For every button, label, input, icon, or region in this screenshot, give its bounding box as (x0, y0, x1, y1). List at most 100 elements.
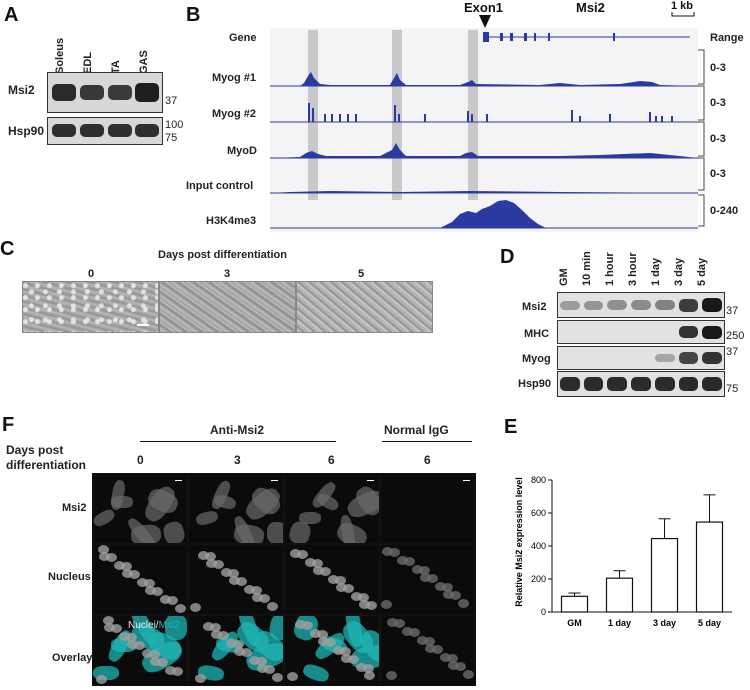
nucleus (256, 657, 267, 666)
genome-browser-svg (270, 12, 705, 232)
nucleus (149, 650, 160, 659)
blot-d-mhc (557, 320, 725, 344)
nucleus (448, 661, 459, 670)
overlay-legend-msi2: Msi2 (158, 620, 180, 631)
cell-body (334, 519, 370, 543)
track-label-myog2: Myog #2 (212, 108, 257, 120)
range-input: 0-3 (710, 168, 726, 180)
day-label-3: 3 (224, 268, 231, 280)
nucleus (310, 629, 321, 638)
bar-5-day (695, 521, 724, 613)
f-header-left: Days post (6, 443, 64, 457)
nucleus (226, 639, 237, 648)
f-day-0: 0 (137, 453, 144, 467)
nucleus (205, 552, 216, 561)
nucleus (144, 579, 155, 588)
nucleus (137, 578, 148, 587)
nucleus (328, 575, 339, 584)
nucleus (221, 568, 232, 577)
nucleus (259, 594, 270, 603)
scale-bar-c (137, 324, 149, 326)
f-row-msi2: Msi2 (62, 502, 87, 514)
nucleus (96, 675, 107, 684)
lane-label-d-1hour: 1 hour (604, 252, 616, 286)
track-label-input: Input control (186, 180, 254, 192)
row-label-msi2: Msi2 (8, 83, 35, 97)
f-group-anti-msi2: Anti-Msi2 (210, 423, 264, 437)
nucleus (419, 566, 430, 575)
fluorescence-tile-r2-c3 (380, 615, 476, 686)
band (654, 377, 675, 391)
fluorescence-tile-r0-c0 (92, 473, 188, 544)
nucleus (442, 583, 453, 592)
lane-label-d-gm: GM (558, 268, 570, 286)
band (678, 326, 699, 338)
exon (524, 33, 527, 41)
nucleus (425, 644, 436, 653)
micrograph-day5 (296, 281, 433, 333)
nucleus (343, 584, 354, 593)
x-tick-label: 3 day (653, 618, 676, 628)
lane-label-d-5day: 5 day (696, 257, 708, 286)
nucleus (381, 600, 392, 609)
y-axis-label: Relative Msi2 expression level (514, 477, 524, 607)
fluorescence-tile-r1-c3 (380, 544, 476, 615)
nucleus (417, 636, 428, 645)
fluorescence-tile-r0-c2 (284, 473, 380, 544)
nucleus (302, 621, 313, 630)
nucleus (409, 628, 420, 637)
cell-body (93, 507, 117, 529)
bar-gm (560, 595, 589, 613)
cell-body (232, 522, 266, 543)
bar-chart-e: 0 200 400 600 800 GM 1 day 3 day 5 day Relative M… (514, 475, 732, 628)
fluorescence-tile-r2-c2 (284, 615, 380, 686)
f-day-6-igg: 6 (424, 453, 431, 467)
cell-body (194, 509, 220, 527)
nucleus (119, 632, 130, 641)
nucleus (320, 567, 331, 576)
panel-letter-b: B (186, 4, 201, 26)
nucleus (249, 656, 260, 665)
scale-bar-label: 1 kb (671, 0, 694, 12)
nucleus (333, 646, 344, 655)
fluorescence-tile-r1-c2 (284, 544, 380, 615)
band (631, 377, 651, 391)
peak-track-myog2 (308, 103, 673, 122)
nucleus (165, 666, 176, 675)
track-label-myod: MyoD (227, 145, 257, 157)
nucleus (389, 548, 400, 557)
nucleus (432, 645, 443, 654)
band (607, 377, 628, 391)
nucleus (450, 591, 461, 600)
nucleus (358, 593, 369, 602)
marker-75-a: 75 (165, 132, 178, 144)
row-label-d-hsp90: Hsp90 (518, 378, 552, 390)
nucleus (121, 562, 132, 571)
day-label-0: 0 (88, 268, 95, 280)
nucleus (317, 630, 328, 639)
track-label-myog1: Myog #1 (212, 72, 257, 84)
nucleus (175, 604, 186, 613)
blot-d-myog (557, 346, 725, 370)
nucleus (251, 586, 262, 595)
nucleus (150, 657, 161, 666)
band (560, 301, 580, 310)
range-myod: 0-3 (710, 133, 726, 145)
nucleus (114, 561, 125, 570)
nucleus (404, 557, 415, 566)
exon (500, 33, 503, 41)
scale-bar-f (367, 480, 374, 481)
band (583, 377, 604, 391)
nucleus (157, 658, 168, 667)
nucleus (264, 665, 275, 674)
nucleus (290, 549, 301, 558)
range-myog1: 0-3 (710, 62, 726, 74)
exon (534, 33, 536, 41)
nucleus (241, 648, 252, 657)
nucleus (98, 545, 109, 554)
nucleus (455, 662, 466, 671)
overlay-legend: Nuclei/Msi2 (128, 620, 180, 631)
nucleus (272, 673, 283, 682)
nucleus (190, 603, 201, 612)
f-header-left2: differentiation (6, 458, 86, 472)
